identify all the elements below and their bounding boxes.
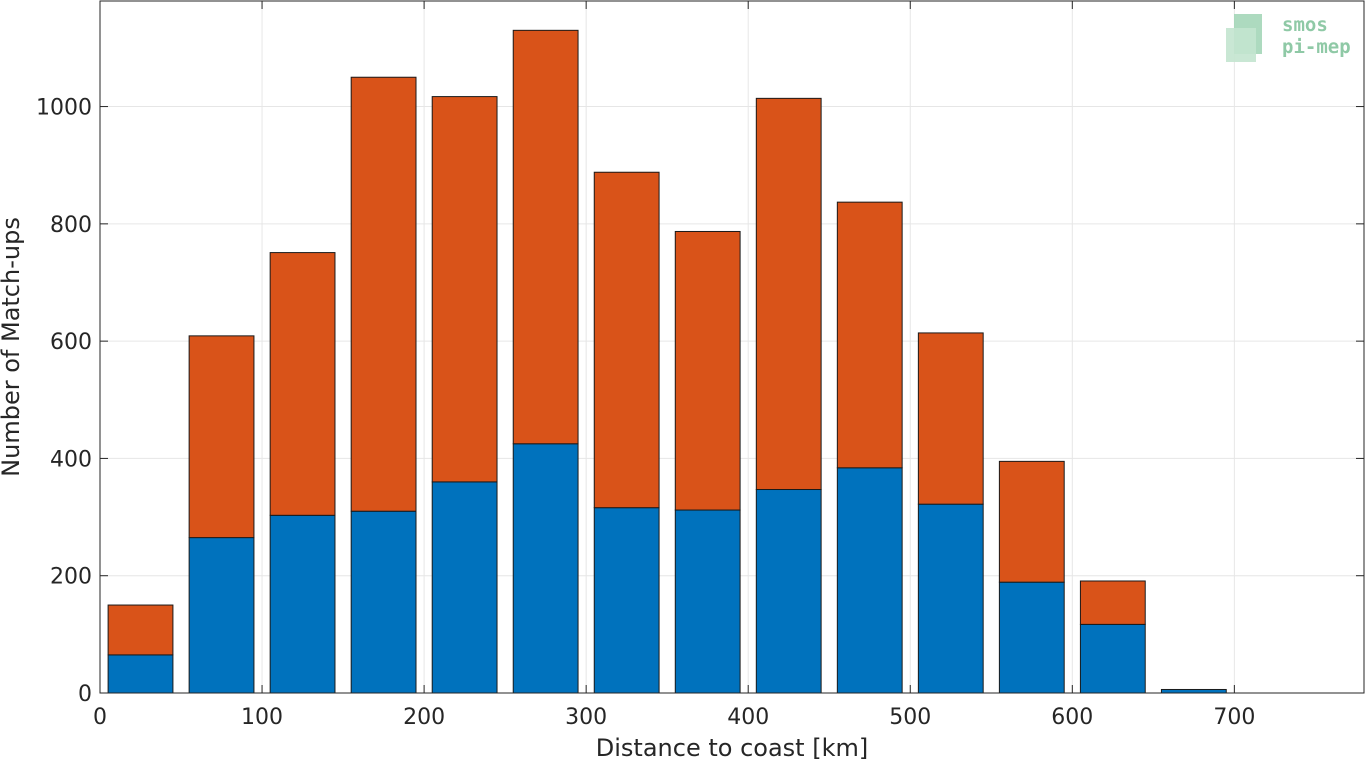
bar-segment-series-1 — [755, 489, 822, 694]
bars-group — [107, 29, 1227, 694]
bar-segment-series-2 — [674, 230, 741, 511]
x-tick-label: 700 — [1213, 705, 1255, 730]
y-axis-ticks: 0 200 400 600 800 1000 — [36, 96, 1364, 707]
bar-segment-series-2 — [350, 76, 417, 512]
bar-segment-series-1 — [350, 510, 417, 694]
bar-segment-series-1 — [512, 443, 579, 694]
bar-segment-series-2 — [188, 335, 255, 539]
y-tick-label: 0 — [78, 682, 92, 707]
bar-segment-series-2 — [269, 252, 336, 516]
y-tick-label: 800 — [50, 213, 92, 238]
bar-segment-series-2 — [755, 97, 822, 491]
logo-text-smos: smos — [1282, 14, 1328, 36]
bar-segment-series-1 — [1079, 623, 1146, 694]
bar-segment-series-1 — [188, 537, 255, 694]
x-tick-label: 500 — [889, 705, 931, 730]
x-tick-label: 300 — [565, 705, 607, 730]
bar-segment-series-2 — [512, 29, 579, 445]
y-axis-label: Number of Match-ups — [0, 217, 25, 477]
x-tick-label: 100 — [241, 705, 283, 730]
x-axis-label: Distance to coast [km] — [596, 734, 868, 761]
bar-segment-series-1 — [998, 581, 1065, 694]
logo-wave-front — [1226, 28, 1256, 62]
bar-segment-series-1 — [674, 509, 741, 694]
bar-segment-series-1 — [269, 514, 336, 694]
y-tick-label: 400 — [50, 447, 92, 472]
y-tick-label: 1000 — [36, 96, 92, 121]
bar-segment-series-2 — [107, 604, 174, 656]
y-tick-label: 200 — [50, 565, 92, 590]
bar-segment-series-1 — [431, 481, 498, 694]
logo-text-pi-mep: pi-mep — [1282, 36, 1351, 58]
bar-segment-series-1 — [107, 654, 174, 694]
bar-segment-series-2 — [1079, 580, 1146, 625]
y-tick-label: 600 — [50, 330, 92, 355]
bar-segment-series-2 — [593, 171, 660, 509]
bar-segment-series-2 — [917, 332, 984, 505]
bar-segment-series-2 — [836, 201, 903, 469]
x-tick-label: 400 — [727, 705, 769, 730]
bar-segment-series-2 — [431, 96, 498, 483]
x-axis-ticks: 0 100 200 300 400 500 600 700 — [93, 1, 1255, 730]
x-tick-label: 200 — [403, 705, 445, 730]
bar-segment-series-1 — [836, 467, 903, 694]
smos-pi-mep-logo: smos pi-mep — [1226, 14, 1351, 62]
bar-segment-series-1 — [1160, 688, 1227, 694]
x-tick-label: 600 — [1051, 705, 1093, 730]
bar-segment-series-1 — [593, 507, 660, 694]
bar-segment-series-2 — [998, 460, 1065, 583]
plot-frame — [99, 0, 1365, 694]
bar-segment-series-1 — [917, 503, 984, 694]
x-tick-label: 0 — [93, 705, 107, 730]
